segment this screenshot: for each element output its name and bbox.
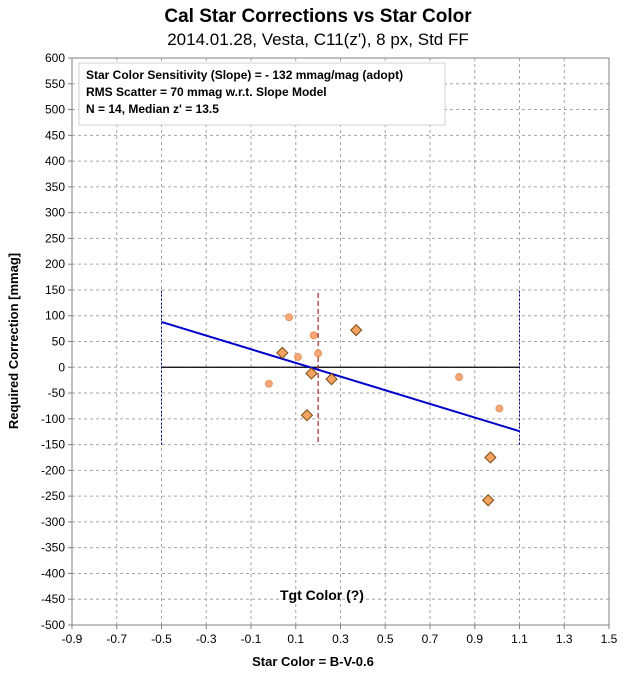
y-tick-label: -450 [41,592,65,606]
x-tick-label: -0.5 [151,632,172,646]
circle-point [495,404,504,413]
circle-point [264,379,273,388]
x-tick-label: -0.3 [196,632,217,646]
y-tick-label: 200 [45,257,65,271]
y-tick-label: -250 [41,489,65,503]
chart-title: Cal Star Corrections vs Star Color [164,6,472,27]
diamond-point [305,367,318,380]
diamond-point [481,494,495,507]
y-tick-label: -500 [41,618,65,632]
x-axis-title: Star Color = B-V-0.6 [252,654,374,669]
circle-point [455,373,463,381]
y-tick-label: 350 [45,180,65,194]
x-tick-label: 0.7 [422,632,439,646]
stats-box: Star Color Sensitivity (Slope) = - 132 m… [78,62,446,126]
stats-line-slope: Star Color Sensitivity (Slope) = - 132 m… [86,68,403,82]
target-color-annotation: Tgt Color (?) [280,587,364,603]
x-tick-label: 1.5 [601,632,618,646]
y-tick-label: -200 [41,463,65,477]
grid [72,58,609,625]
y-tick-label: 550 [45,77,65,91]
y-tick-label: 500 [45,103,65,117]
diamond-point [276,346,289,360]
y-axis-title: Required Correction [mmag] [6,253,21,429]
x-tick-label: 0.1 [287,632,304,646]
y-tick-label: 600 [45,51,65,65]
circle-point [294,353,302,361]
y-tick-label: -100 [41,412,65,426]
axis-ticks: -0.9 -0.7 -0.5 -0.3 -0.1 0.1 0.3 0.5 0.7 0.9 1.1 1.… [41,51,618,646]
y-tick-label: -350 [41,541,65,555]
y-tick-label: 450 [45,128,65,142]
y-tick-label: 0 [58,360,65,374]
slope-fit-line [161,320,520,433]
circle-point [285,313,293,322]
x-tick-label: 1.3 [556,632,573,646]
x-tick-label: -0.1 [241,632,262,646]
y-tick-label: 250 [45,231,65,245]
fit-lines [161,320,520,433]
y-tick-label: 50 [52,335,66,349]
x-tick-label: 1.1 [511,632,528,646]
x-tick-label: -0.7 [106,632,127,646]
y-tick-label: 400 [45,154,65,168]
circle-point [314,349,323,358]
circle-point [309,331,318,340]
x-tick-label: 0.9 [466,632,483,646]
y-tick-label: 150 [45,283,65,297]
diamond-point [325,372,338,386]
y-tick-label: -300 [41,515,65,529]
x-tick-label: 0.5 [377,632,394,646]
diamond-point [300,409,314,422]
stats-line-rms: RMS Scatter = 70 mmag w.r.t. Slope Model [86,85,327,99]
stats-line-n: N = 14, Median z' = 13.5 [86,102,219,116]
chart-subtitle: 2014.01.28, Vesta, C11(z'), 8 px, Std FF [167,30,469,49]
y-tick-label: 100 [45,309,65,323]
diamond-point [349,323,363,337]
y-tick-label: 300 [45,206,65,220]
reference-lines [161,289,520,445]
y-tick-label: -150 [41,438,65,452]
x-tick-label: 0.3 [332,632,349,646]
y-tick-label: -50 [48,386,66,400]
x-tick-label: -0.9 [62,632,83,646]
data-points [264,313,504,507]
y-tick-label: -400 [41,566,65,580]
stats-box-frame [78,62,446,126]
diamond-point [484,451,497,464]
